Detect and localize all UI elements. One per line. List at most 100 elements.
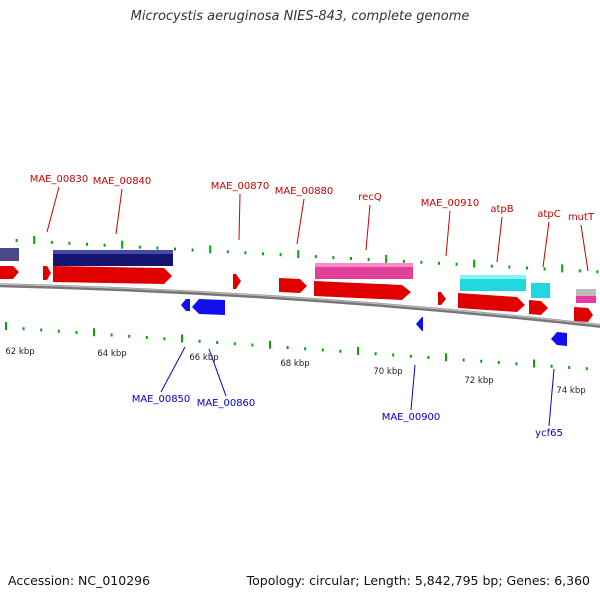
tick-mark: [233, 342, 236, 346]
gene-arrow-forward[interactable]: [279, 278, 307, 293]
tick-mark: [163, 337, 166, 341]
gene-label-reverse[interactable]: MAE_00900: [382, 412, 441, 423]
gene-label-forward[interactable]: MAE_00870: [211, 181, 270, 192]
gene-label-forward[interactable]: mutT: [568, 212, 595, 223]
tick-mark: [420, 260, 423, 264]
gene-arrow-reverse[interactable]: [181, 299, 190, 311]
tick-mark: [216, 341, 219, 344]
tick-mark: [321, 348, 324, 352]
tick-mark: [86, 242, 88, 246]
gene-label-forward[interactable]: atpC: [537, 209, 560, 220]
tick-mark: [445, 353, 447, 362]
genome-backbone-highlight: [0, 283, 600, 326]
gene-labels-forward: MAE_00830 MAE_00840 MAE_00870 MAE_00880 recQ…: [30, 174, 595, 272]
gene-arrow-forward[interactable]: [458, 293, 525, 312]
gene-label-reverse[interactable]: MAE_00850: [132, 394, 191, 405]
tick-mark: [251, 343, 254, 347]
tick-mark: [374, 352, 377, 356]
feature-bar-mutt-lower[interactable]: [576, 296, 596, 303]
tick-mark: [427, 356, 430, 359]
tick-mark: [110, 333, 113, 337]
gene-label-reverse[interactable]: ycf65: [535, 428, 563, 439]
gene-label-forward[interactable]: recQ: [358, 192, 382, 203]
tick-mark: [438, 261, 440, 265]
map-title: Microcystis aeruginosa NIES-843, complet…: [130, 9, 470, 24]
gene-label-forward[interactable]: atpB: [490, 204, 513, 215]
label-leader-line: [296, 198, 305, 245]
feature-bar-atpc[interactable]: [531, 283, 550, 298]
reverse-gene-track: [181, 299, 567, 346]
gene-arrow-forward[interactable]: [43, 266, 51, 280]
tick-row-top: [15, 235, 599, 274]
scale-label: 70 kbp: [373, 367, 402, 377]
tick-mark: [367, 257, 370, 261]
tick-mark: [156, 246, 159, 250]
label-leader-line: [208, 348, 227, 397]
gene-arrow-forward[interactable]: [0, 266, 19, 279]
forward-gene-track: [0, 266, 593, 322]
tick-mark: [462, 358, 465, 362]
gene-label-forward[interactable]: MAE_00880: [275, 186, 334, 197]
gene-arrow-reverse[interactable]: [551, 332, 567, 346]
tick-mark: [191, 248, 194, 252]
gene-arrow-forward[interactable]: [314, 281, 411, 300]
gene-arrow-forward[interactable]: [53, 266, 172, 284]
tick-mark: [269, 340, 271, 349]
gene-label-forward[interactable]: MAE_00830: [30, 174, 89, 185]
tick-mark: [121, 240, 124, 249]
gene-arrow-forward[interactable]: [438, 292, 446, 305]
gene-arrow-forward[interactable]: [574, 307, 593, 322]
tick-mark: [473, 259, 476, 268]
tick-mark: [103, 243, 106, 247]
feature-bar-shade: [460, 275, 526, 279]
gene-label-forward[interactable]: MAE_00910: [421, 198, 480, 209]
gene-label-forward[interactable]: MAE_00840: [93, 176, 152, 187]
tick-mark: [50, 240, 53, 244]
scale-label: 64 kbp: [97, 349, 126, 359]
gene-arrow-reverse[interactable]: [416, 317, 423, 331]
tick-mark: [497, 361, 500, 364]
gene-arrow-forward[interactable]: [529, 300, 548, 315]
tick-mark: [75, 331, 78, 334]
tick-mark: [57, 329, 60, 333]
tick-mark: [543, 267, 546, 271]
tick-mark: [262, 252, 264, 256]
label-leader-line: [548, 368, 555, 427]
tick-mark: [286, 346, 289, 349]
gene-arrow-forward[interactable]: [233, 274, 241, 289]
tick-mark: [68, 241, 71, 245]
tick-mark: [15, 238, 18, 242]
label-leader-line: [115, 188, 123, 235]
scale-labels: 62 kbp 64 kbp 66 kbp 68 kbp 70 kbp 72 kbp 74 k…: [5, 347, 585, 396]
tick-mark: [490, 264, 493, 268]
tick-mark: [209, 245, 212, 254]
label-leader-line: [542, 221, 550, 268]
label-leader-line: [445, 210, 451, 257]
gene-label-reverse[interactable]: MAE_00860: [197, 398, 256, 409]
label-leader-line: [238, 193, 241, 241]
label-leader-line: [46, 186, 60, 233]
tick-mark: [585, 367, 588, 371]
feature-bar-mutt[interactable]: [576, 289, 596, 296]
tick-mark: [304, 347, 307, 351]
tick-mark: [314, 255, 317, 259]
tick-mark: [181, 334, 183, 343]
tick-mark: [568, 366, 571, 369]
tick-mark: [226, 250, 229, 254]
tick-mark: [128, 334, 131, 338]
gene-labels-reverse: MAE_00850 MAE_00860 MAE_00900 ycf65: [132, 346, 563, 439]
scale-label: 72 kbp: [464, 376, 493, 386]
scale-label: 66 kbp: [189, 353, 218, 363]
tick-mark: [402, 259, 405, 263]
feature-track-upper: [0, 248, 596, 303]
label-leader-line: [496, 216, 503, 263]
tick-mark: [174, 247, 176, 251]
tick-row-bottom: [5, 322, 588, 371]
tick-mark: [385, 254, 388, 263]
tick-mark: [339, 349, 342, 353]
tick-mark: [5, 322, 7, 330]
gene-arrow-reverse[interactable]: [192, 299, 225, 315]
tick-mark: [409, 354, 412, 358]
